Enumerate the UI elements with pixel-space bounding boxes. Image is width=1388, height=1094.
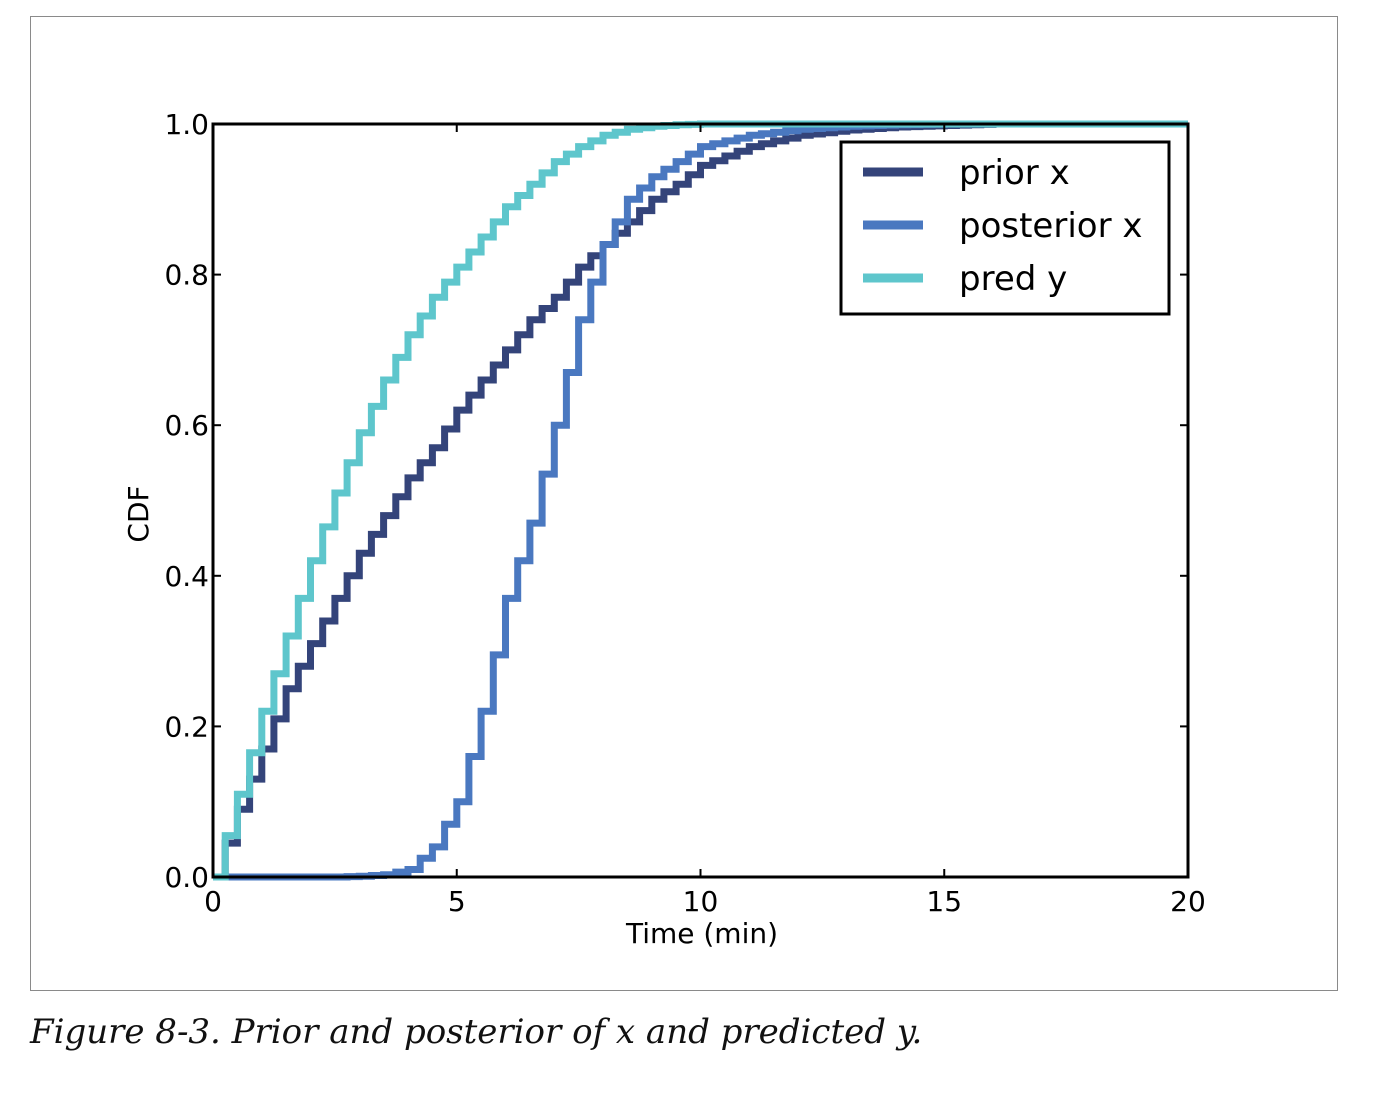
legend: prior x posterior x pred y: [839, 140, 1171, 316]
y-tick-label: 0.8: [164, 259, 209, 292]
x-tick-label: 20: [1170, 885, 1206, 918]
y-tick-label: 0.0: [164, 861, 209, 894]
y-tick-label: 0.4: [164, 560, 209, 593]
legend-label-pred-y: pred y: [959, 259, 1067, 299]
legend-label-prior-x: prior x: [959, 153, 1070, 193]
x-tick-label: 0: [204, 885, 222, 918]
y-tick-label: 0.2: [164, 710, 209, 743]
x-tick-label: 10: [683, 885, 719, 918]
tick-layer: 0 5 10 15 20 0.0 0.2 0.4 0.6 0.8 1.0: [164, 108, 1205, 918]
x-tick-label: 15: [926, 885, 962, 918]
x-tick-label: 5: [448, 885, 466, 918]
y-tick-label: 0.6: [164, 409, 209, 442]
cdf-chart: 0 5 10 15 20 0.0 0.2 0.4 0.6 0.8 1.0 Time (min) CD…: [122, 108, 1206, 950]
y-tick-label: 1.0: [164, 108, 209, 141]
figure-frame: 0 5 10 15 20 0.0 0.2 0.4 0.6 0.8 1.0 Time (min) CD…: [30, 16, 1338, 991]
figure-caption: Figure 8-3. Prior and posterior of x and…: [30, 1012, 923, 1052]
x-axis-label: Time (min): [625, 917, 778, 950]
y-axis-label: CDF: [122, 485, 155, 542]
legend-label-posterior-x: posterior x: [959, 206, 1142, 246]
